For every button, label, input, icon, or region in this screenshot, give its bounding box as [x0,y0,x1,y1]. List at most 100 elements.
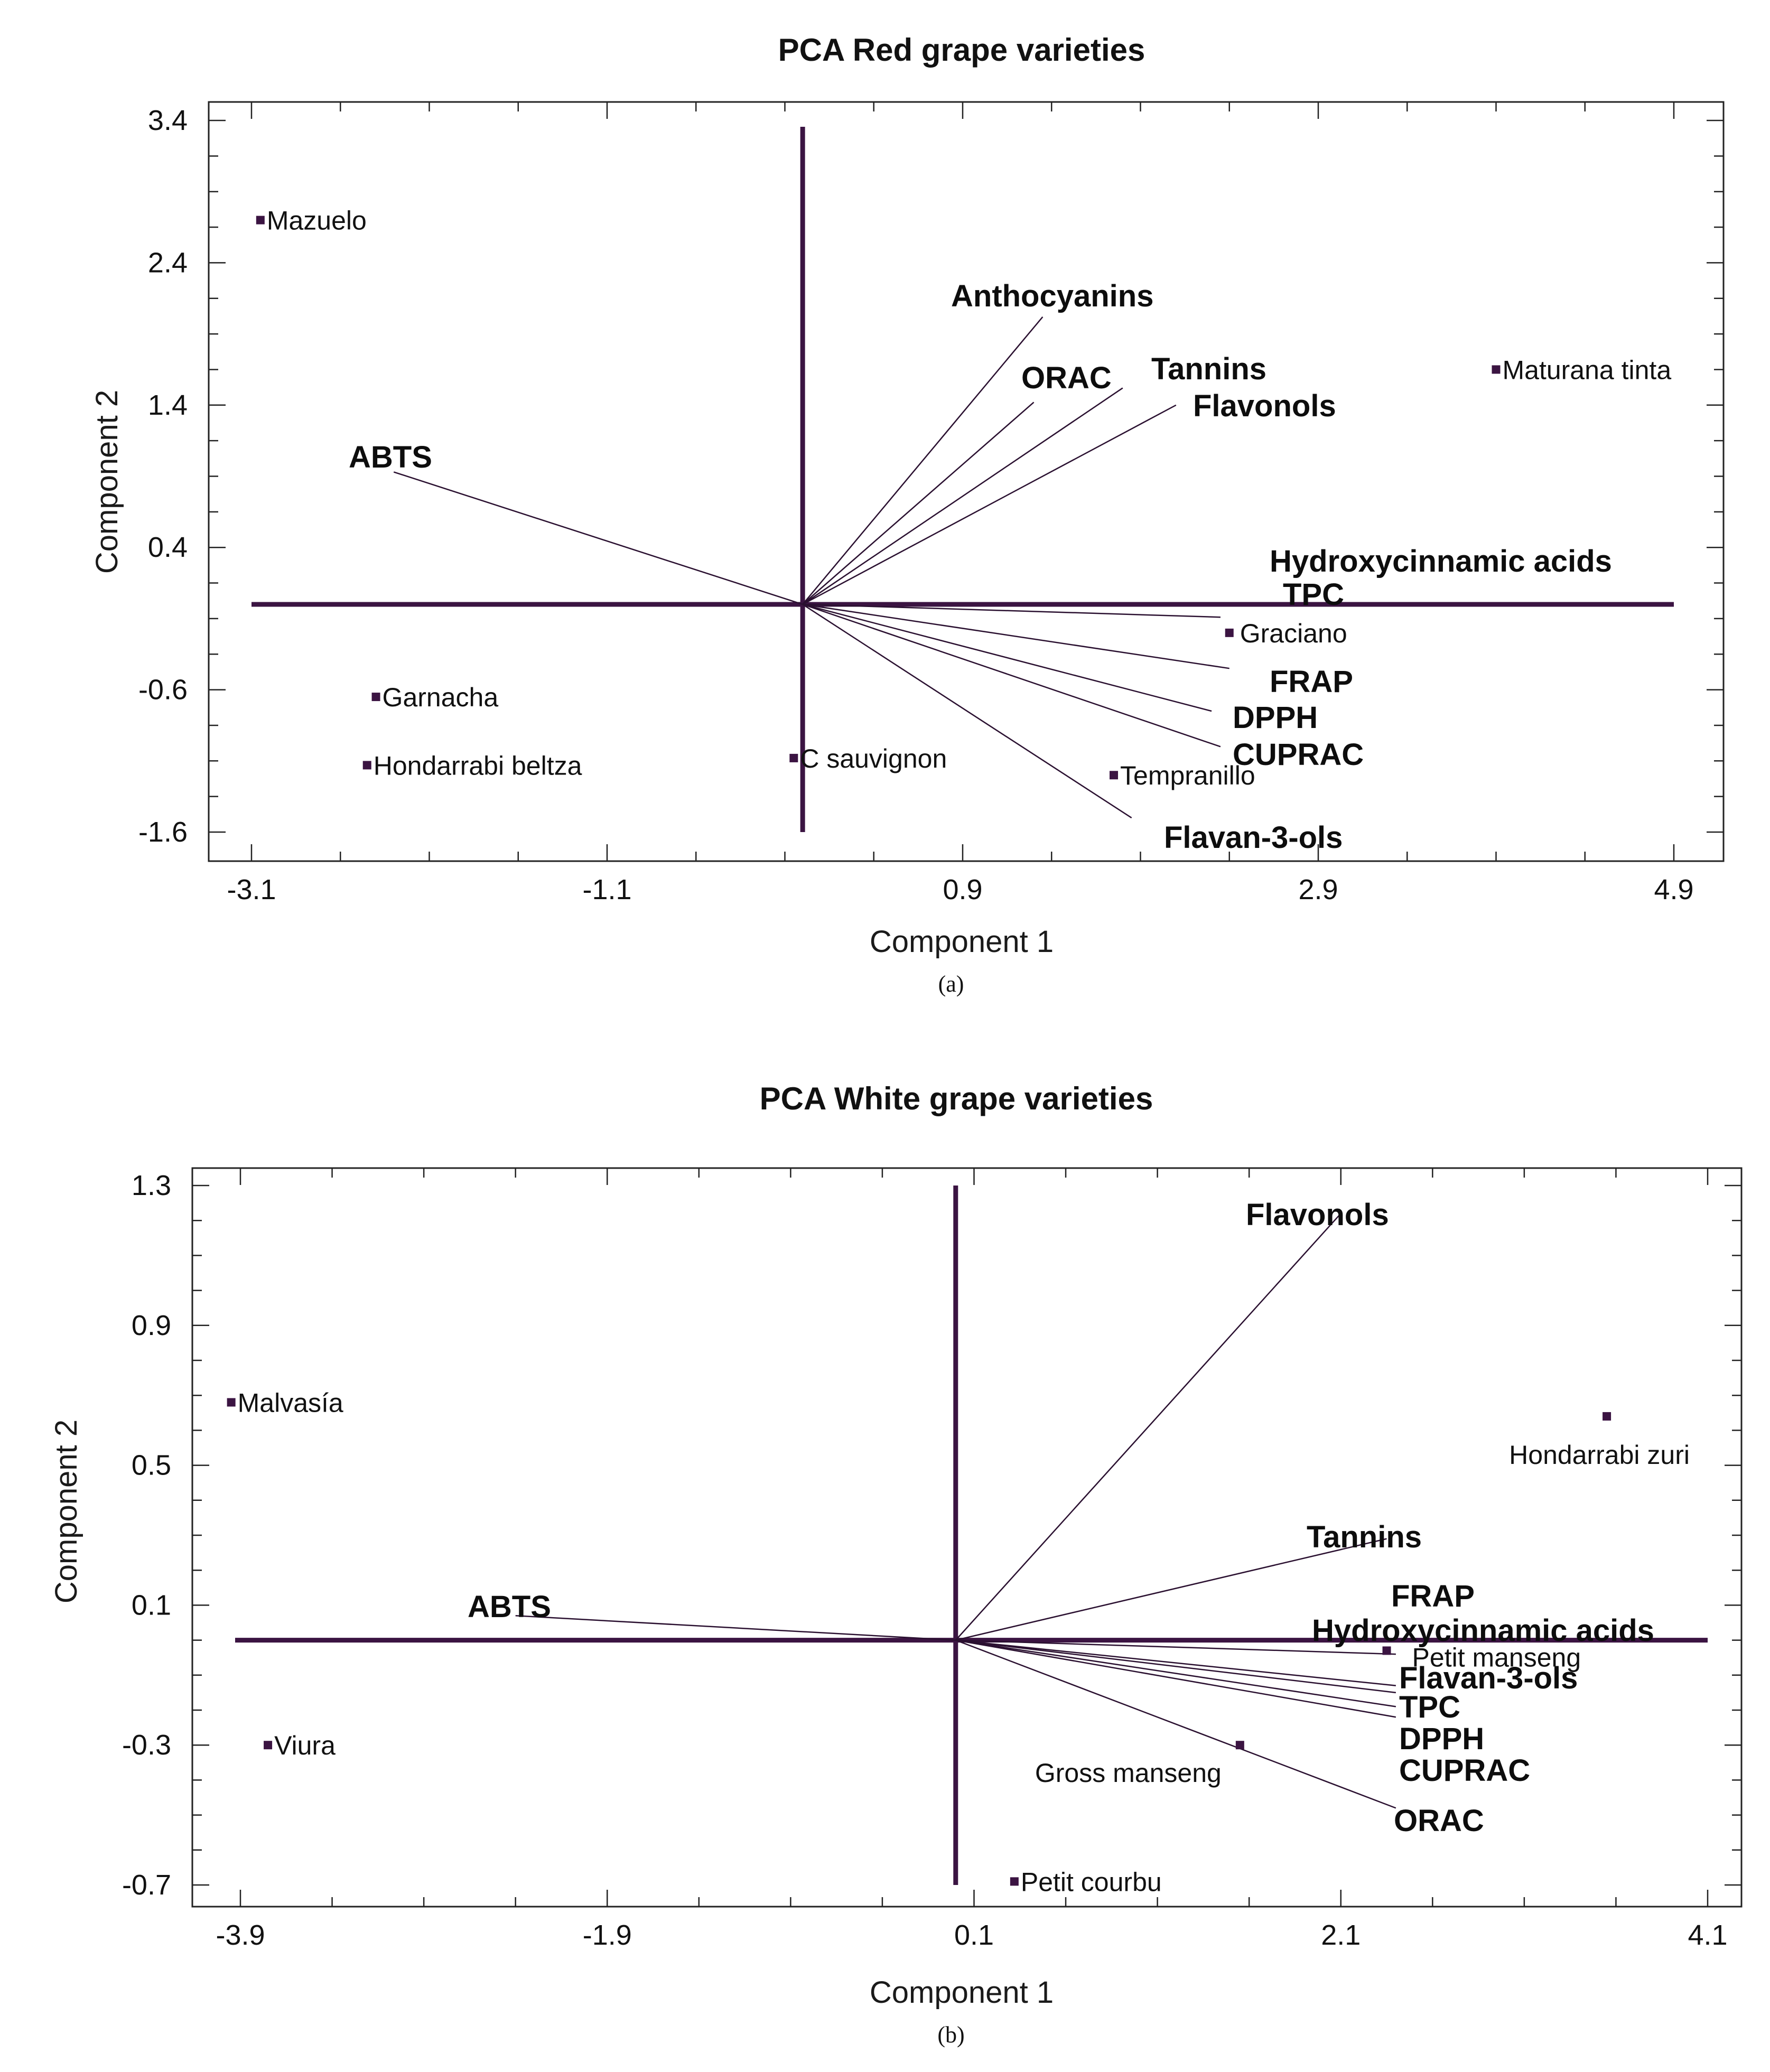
loading-vector [802,316,1044,605]
observation-label: Graciano [1240,619,1347,648]
loading-vector [955,1538,1387,1641]
variable-label: ORAC [1021,361,1112,395]
observation-point [256,216,265,225]
x-tick-label: 2.9 [1298,874,1338,906]
observation-point [789,753,798,762]
observation-label: Maturana tinta [1503,355,1672,385]
loading-vector [955,1639,1396,1707]
y-tick-label: 0.5 [132,1450,171,1481]
y-tick-label: -1.6 [138,816,188,848]
variable-label: FRAP [1391,1579,1475,1613]
y-axis-label: Component 2 [49,1420,83,1603]
loading-vector [802,387,1123,605]
observation-point [371,693,380,702]
variable-label: Flavonols [1246,1198,1389,1232]
observation-point [1492,365,1501,374]
observation-label: Mazuelo [267,206,367,236]
y-tick-label: -0.7 [122,1869,171,1901]
loading-vector [955,1639,1396,1694]
pca-red-chart: PCA Red grape varieties Component 1 Comp… [90,32,1725,997]
loading-vector [955,1639,1396,1809]
observation-point [1110,771,1119,780]
observation-point [264,1741,273,1750]
loading-vector [802,402,1035,605]
variable-label: Hydroxycinnamic acids [1270,544,1612,578]
x-tick-label: -1.1 [582,874,631,906]
observation-label: Hondarrabi beltza [374,751,582,780]
variable-label: CUPRAC [1399,1753,1530,1788]
y-tick-label: 0.9 [132,1310,171,1341]
loading-vector [955,1639,1396,1655]
observation-point [1382,1646,1391,1655]
variable-label: ABTS [468,1590,551,1624]
x-tick-label: 0.9 [943,874,982,906]
panel-label: (b) [937,2022,964,2048]
variable-label: Tannins [1307,1520,1422,1554]
loading-vector [802,603,1229,669]
chart-title: PCA Red grape varieties [778,32,1145,68]
variable-label: FRAP [1270,665,1353,699]
y-tick-label: 1.4 [148,389,188,421]
x-axis-label: Component 1 [870,1975,1054,2010]
y-tick-label: 3.4 [148,105,188,136]
y-tick-label: 2.4 [148,247,188,278]
loading-vector [802,603,1212,712]
observation-point [1225,628,1234,637]
y-tick-label: -0.3 [122,1729,171,1761]
observation-label: Petit manseng [1412,1642,1581,1672]
variable-label: ABTS [349,440,432,474]
loading-vector [803,603,1221,618]
x-axis-label: Component 1 [870,925,1054,959]
observation-point [1235,1741,1244,1750]
y-tick-label: 0.1 [132,1589,171,1621]
observation-point [1010,1877,1019,1886]
variable-label: Hydroxycinnamic acids [1312,1613,1654,1648]
loading-vector [802,603,1221,748]
plot-frame [191,1167,1743,1908]
observation-label: Garnacha [383,683,499,712]
panel-label: (a) [938,971,964,997]
x-tick-label: 2.1 [1321,1919,1361,1951]
variable-label: DPPH [1399,1722,1484,1756]
variable-label: TPC [1399,1690,1460,1724]
x-tick-label: 4.9 [1654,874,1693,906]
y-tick-label: 0.4 [148,531,188,563]
observation-point [227,1398,236,1407]
plot-frame [208,101,1725,862]
observation-point [1603,1412,1611,1421]
observation-label: Viura [274,1731,336,1760]
x-tick-label: -3.9 [216,1919,265,1951]
loading-vector [955,1639,1396,1686]
loading-vector [802,404,1177,605]
y-tick-label: -0.6 [138,674,188,706]
observation-label: C sauvignon [800,744,947,773]
observation-label: Malvasía [238,1388,343,1417]
loading-vector [515,1615,956,1641]
observation-label: Petit courbu [1021,1867,1162,1897]
observation-point [362,761,371,770]
variable-label: DPPH [1233,701,1318,735]
observation-label: Hondarrabi zuri [1509,1440,1690,1470]
variable-label: ORAC [1394,1804,1484,1838]
x-tick-label: 4.1 [1688,1919,1727,1951]
observation-label: Gross manseng [1035,1758,1222,1788]
variable-label: Tannins [1151,352,1266,386]
variable-label: Flavan-3-ols [1399,1661,1578,1695]
variable-label: Flavan-3-ols [1164,820,1343,855]
pca-white-chart: PCA White grape varieties Component 1 Co… [49,1081,1743,2048]
loading-vector [802,603,1132,819]
loading-vector [955,1639,1396,1718]
x-tick-label: -3.1 [227,874,276,906]
observation-label: Tempranillo [1120,761,1255,790]
y-axis-label: Component 2 [90,390,124,574]
variable-label: TPC [1283,577,1344,612]
x-tick-label: -1.9 [583,1919,632,1951]
variable-label: CUPRAC [1233,738,1364,772]
variable-label: Flavonols [1193,389,1336,423]
loading-vector [955,1213,1342,1641]
x-tick-label: 0.1 [954,1919,994,1951]
chart-title: PCA White grape varieties [760,1081,1153,1116]
loading-vector [393,471,803,605]
y-tick-label: 1.3 [132,1170,171,1201]
variable-label: Anthocyanins [951,279,1154,313]
